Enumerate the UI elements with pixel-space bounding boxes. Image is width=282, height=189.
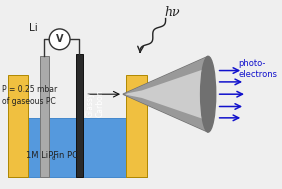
- Text: 1M LiPF: 1M LiPF: [27, 151, 59, 160]
- Polygon shape: [123, 56, 208, 94]
- Bar: [8, 75, 28, 177]
- Bar: [40, 56, 49, 177]
- Bar: [8, 118, 147, 177]
- Text: in PC: in PC: [54, 151, 78, 160]
- Circle shape: [49, 29, 70, 50]
- Ellipse shape: [201, 56, 216, 132]
- Text: V: V: [56, 34, 63, 44]
- Text: 6: 6: [52, 156, 55, 161]
- Text: P = 0.25 mbar
of gaseous PC: P = 0.25 mbar of gaseous PC: [2, 85, 57, 105]
- Polygon shape: [123, 94, 208, 132]
- Bar: [76, 53, 83, 177]
- Text: Glassy
Carbon: Glassy Carbon: [85, 90, 105, 118]
- Text: hν: hν: [164, 6, 180, 19]
- Text: Li: Li: [29, 23, 38, 33]
- Polygon shape: [123, 56, 208, 132]
- Text: photo-
electrons: photo- electrons: [238, 59, 277, 79]
- Bar: [126, 75, 147, 177]
